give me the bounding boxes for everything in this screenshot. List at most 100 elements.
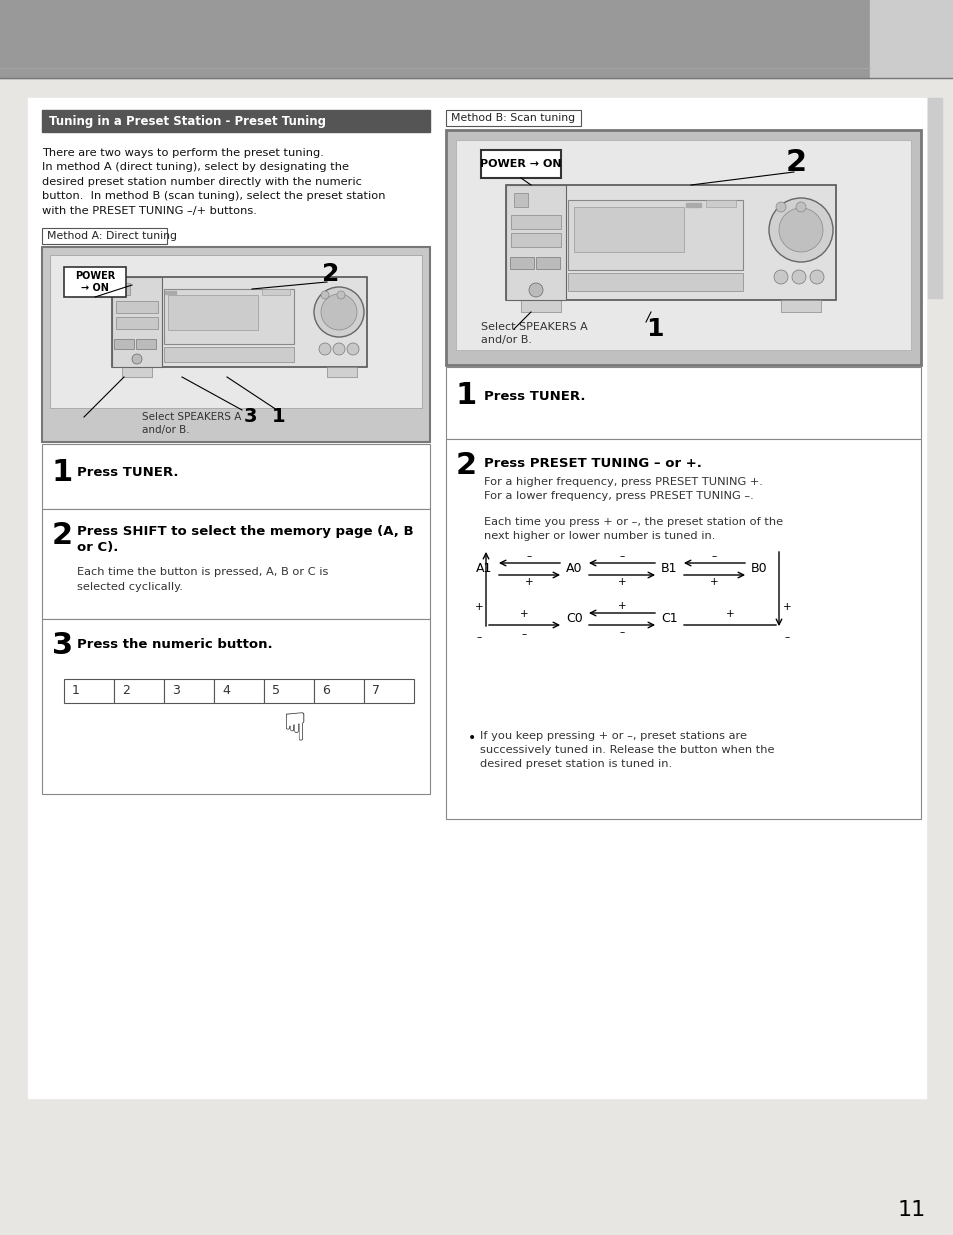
Text: 1: 1 [456,382,476,410]
Bar [42,110,430,132]
Text: 4: 4 [222,684,230,698]
Circle shape [318,343,331,354]
Text: 2: 2 [52,521,73,550]
Bar [446,130,920,366]
Text: +: + [709,577,718,587]
Bar [50,254,421,408]
Circle shape [320,291,329,299]
Text: A0: A0 [565,562,582,576]
Bar [327,367,356,377]
Text: successively tuned in. Release the button when the: successively tuned in. Release the butto… [479,745,774,755]
Bar [118,283,130,295]
Bar [168,295,257,330]
Text: 1: 1 [52,458,73,487]
Bar [705,200,735,207]
Bar [116,301,158,312]
Bar [164,289,294,345]
Bar [364,679,414,703]
Bar [314,679,364,703]
Bar [64,267,126,296]
Text: +: + [519,609,528,619]
Text: POWER → ON: POWER → ON [479,159,561,169]
Bar [116,317,158,329]
Text: 6: 6 [322,684,330,698]
Circle shape [529,283,542,296]
Text: Select SPEAKERS A: Select SPEAKERS A [480,322,587,332]
Bar [567,200,742,270]
Text: Press PRESET TUNING – or +.: Press PRESET TUNING – or +. [483,457,701,471]
Bar [511,233,560,247]
Circle shape [773,270,787,284]
Bar [168,291,170,294]
Bar [112,277,162,367]
Circle shape [779,207,822,252]
Text: +: + [617,601,626,611]
Text: +: + [617,577,626,587]
Text: 1: 1 [272,408,285,426]
Text: Press the numeric button.: Press the numeric button. [77,637,273,651]
Text: –: – [476,632,481,642]
Text: and/or B.: and/or B. [142,425,190,435]
Text: C0: C0 [565,613,582,625]
Bar [122,367,152,377]
Bar [927,98,941,298]
Bar [685,203,688,207]
Circle shape [132,354,142,364]
Text: Press TUNER.: Press TUNER. [483,390,585,404]
Bar [28,98,925,1098]
Text: B0: B0 [750,562,767,576]
Text: 1: 1 [71,684,80,698]
Bar [520,300,560,312]
Circle shape [775,203,785,212]
Circle shape [333,343,345,354]
Text: Select SPEAKERS A: Select SPEAKERS A [142,412,241,422]
Text: +: + [781,601,790,613]
Bar [113,338,133,350]
Text: Method A: Direct tuning: Method A: Direct tuning [47,231,177,241]
Bar [213,679,264,703]
Bar [510,257,534,269]
Text: 1: 1 [645,317,662,341]
Text: +: + [725,609,734,619]
Text: A1: A1 [476,562,492,576]
Text: and/or B.: and/or B. [480,335,532,345]
Circle shape [336,291,345,299]
Bar [42,445,430,509]
Text: C1: C1 [660,613,677,625]
Text: –: – [618,551,624,561]
Bar [869,0,953,78]
Bar [264,679,314,703]
Text: •: • [468,731,476,745]
Bar [173,291,175,294]
Bar [113,679,164,703]
Bar [781,300,821,312]
Text: For a lower frequency, press PRESET TUNING –.: For a lower frequency, press PRESET TUNI… [483,492,753,501]
Text: 5: 5 [272,684,280,698]
Text: 11: 11 [897,1200,925,1220]
Circle shape [320,294,356,330]
Bar [536,257,559,269]
Circle shape [809,270,823,284]
Bar [446,438,920,819]
Bar [164,347,294,362]
Bar [0,0,869,78]
Text: B1: B1 [660,562,677,576]
Bar [480,149,560,178]
Text: 3: 3 [172,684,180,698]
Text: –: – [783,632,789,642]
Text: –: – [526,551,532,561]
Text: If you keep pressing + or –, preset stations are: If you keep pressing + or –, preset stat… [479,731,746,741]
Text: 7: 7 [372,684,379,698]
Text: ☞: ☞ [270,711,308,746]
Text: next higher or lower number is tuned in.: next higher or lower number is tuned in. [483,531,715,541]
Bar [693,203,697,207]
Bar [164,679,213,703]
Text: Press TUNER.: Press TUNER. [77,466,178,478]
Bar [64,679,113,703]
Text: 2: 2 [122,684,130,698]
Bar [514,193,527,207]
Bar [171,291,172,294]
Text: 3: 3 [244,408,257,426]
Bar [446,367,920,438]
Bar [689,203,692,207]
